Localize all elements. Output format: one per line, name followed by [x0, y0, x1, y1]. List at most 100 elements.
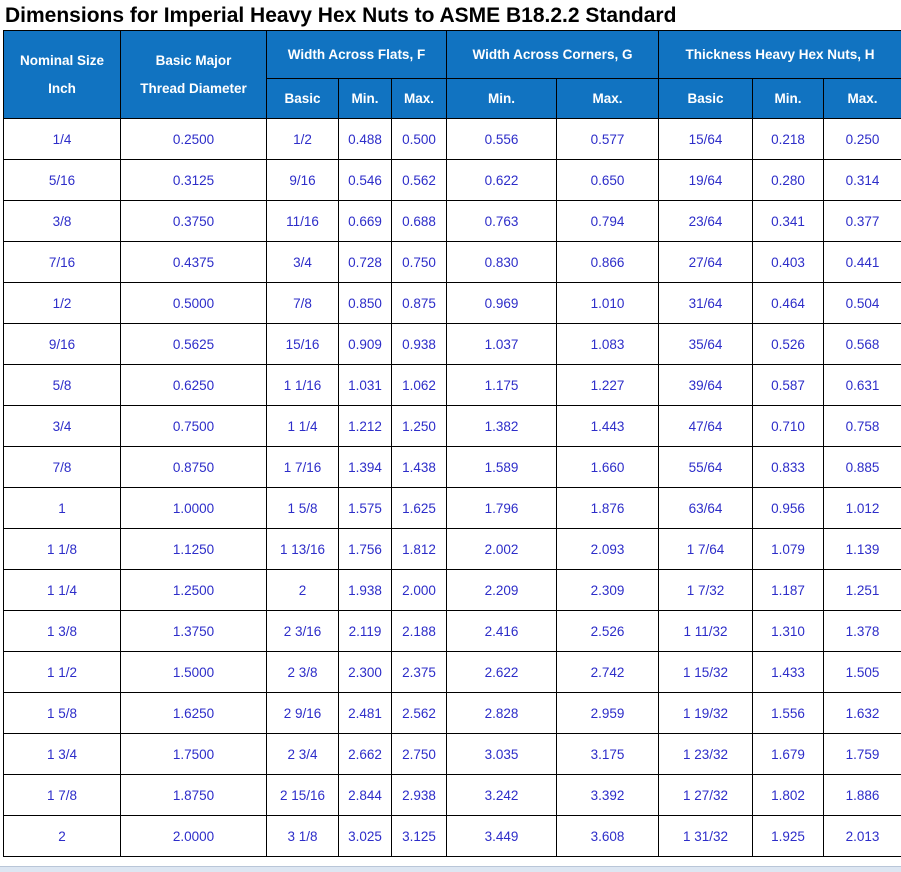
table-cell: 3/8 [3, 200, 121, 242]
table-cell: 2 9/16 [266, 692, 339, 734]
table-cell: 2 15/16 [266, 774, 339, 816]
table-cell: 2.526 [556, 610, 659, 652]
table-cell: 1.3750 [120, 610, 267, 652]
table-cell: 1.012 [822, 487, 901, 529]
table-cell: 1.876 [556, 487, 659, 529]
table-cell: 35/64 [658, 323, 753, 365]
table-cell: 0.218 [752, 118, 824, 160]
table-cell: 3.125 [391, 815, 447, 857]
table-cell: 0.909 [338, 323, 392, 365]
table-row: 1 1/2 1.5000 2 3/8 2.300 2.375 2.622 2.742 1 15… [3, 651, 901, 693]
table-cell: 1.212 [338, 405, 392, 447]
table-cell: 2.000 [391, 569, 447, 611]
table-cell: 1 13/16 [266, 528, 339, 570]
table-cell: 0.280 [752, 159, 824, 201]
table-cell: 0.938 [391, 323, 447, 365]
table-cell: 55/64 [658, 446, 753, 488]
table-cell: 1.175 [446, 364, 557, 406]
table-cell: 1.037 [446, 323, 557, 365]
table-cell: 2.622 [446, 651, 557, 693]
table-cell: 5/16 [3, 159, 121, 201]
table-row: 2 2.0000 3 1/8 3.025 3.125 3.449 3.608 1 31/32 1… [3, 815, 901, 857]
table-cell: 2 [3, 815, 121, 857]
table-cell: 2.188 [391, 610, 447, 652]
table-row: 7/8 0.8750 1 7/16 1.394 1.438 1.589 1.660 55/64… [3, 446, 901, 488]
table-cell: 0.669 [338, 200, 392, 242]
column-group-width-across-corners: Width Across Corners, G [446, 30, 659, 79]
table-row: 3/4 0.7500 1 1/4 1.212 1.250 1.382 1.443 47/64 0… [3, 405, 901, 447]
table-cell: 1.8750 [120, 774, 267, 816]
table-cell: 1 7/16 [266, 446, 339, 488]
table-cell: 3/4 [266, 241, 339, 283]
table-cell: 2.309 [556, 569, 659, 611]
column-header-thickness-min: Min. [752, 78, 824, 119]
table-cell: 1.187 [752, 569, 824, 611]
table-cell: 0.650 [556, 159, 659, 201]
table-cell: 2.750 [391, 733, 447, 775]
table-row: 1 7/8 1.8750 2 15/16 2.844 2.938 3.242 3.392 1 … [3, 774, 901, 816]
table-cell: 1.802 [752, 774, 824, 816]
table-cell: 1.589 [446, 446, 557, 488]
table-cell: 1 7/32 [658, 569, 753, 611]
table-cell: 2.938 [391, 774, 447, 816]
table-cell: 0.3125 [120, 159, 267, 201]
table-cell: 1.079 [752, 528, 824, 570]
table-cell: 1.7500 [120, 733, 267, 775]
column-header-nominal-size-line1: Nominal Size [19, 53, 105, 68]
table-cell: 1 1/4 [266, 405, 339, 447]
table-cell: 1 5/8 [3, 692, 121, 734]
table-cell: 19/64 [658, 159, 753, 201]
table-cell: 1 1/4 [3, 569, 121, 611]
table-cell: 2 3/8 [266, 651, 339, 693]
table-cell: 1.433 [752, 651, 824, 693]
table-cell: 3 1/8 [266, 815, 339, 857]
table-cell: 9/16 [266, 159, 339, 201]
column-header-thread-diameter-line1: Basic Major [155, 53, 232, 68]
table-cell: 0.688 [391, 200, 447, 242]
table-cell: 27/64 [658, 241, 753, 283]
table-cell: 0.441 [822, 241, 901, 283]
table-cell: 1 19/32 [658, 692, 753, 734]
table-cell: 1.556 [752, 692, 824, 734]
horizontal-scrollbar[interactable] [0, 866, 901, 872]
table-row: 1 5/8 1.6250 2 9/16 2.481 2.562 2.828 2.959 1 1… [3, 692, 901, 734]
table-row: 5/8 0.6250 1 1/16 1.031 1.062 1.175 1.227 39/64… [3, 364, 901, 406]
table-cell: 2.002 [446, 528, 557, 570]
table-cell: 0.5000 [120, 282, 267, 324]
column-header-nominal-size-line2: Inch [48, 81, 76, 96]
table-cell: 0.4375 [120, 241, 267, 283]
table-cell: 2.844 [338, 774, 392, 816]
table-row: 1 3/8 1.3750 2 3/16 2.119 2.188 2.416 2.526 1 1… [3, 610, 901, 652]
table-cell: 0.833 [752, 446, 824, 488]
table-cell: 1.925 [752, 815, 824, 857]
column-header-nominal-size: Nominal Size Inch [3, 30, 121, 119]
table-cell: 0.7500 [120, 405, 267, 447]
table-cell: 2.481 [338, 692, 392, 734]
column-header-thread-diameter-line2: Thread Diameter [140, 81, 247, 96]
table-cell: 3.175 [556, 733, 659, 775]
table-cell: 1.2500 [120, 569, 267, 611]
table-cell: 0.500 [391, 118, 447, 160]
table-row: 1/2 0.5000 7/8 0.850 0.875 0.969 1.010 31/64 0.4… [3, 282, 901, 324]
table-row: 5/16 0.3125 9/16 0.546 0.562 0.622 0.650 19/64 0… [3, 159, 901, 201]
page-title: Dimensions for Imperial Heavy Hex Nuts t… [5, 4, 677, 27]
table-cell: 3.035 [446, 733, 557, 775]
table-cell: 1.575 [338, 487, 392, 529]
table-cell: 5/8 [3, 364, 121, 406]
table-cell: 0.568 [822, 323, 901, 365]
table-cell: 2 3/4 [266, 733, 339, 775]
table-cell: 2 [266, 569, 339, 611]
table-row: 1 1/4 1.2500 2 1.938 2.000 2.209 2.309 1 7/32 1.… [3, 569, 901, 611]
table-cell: 1.010 [556, 282, 659, 324]
table-cell: 1 3/8 [3, 610, 121, 652]
column-header-thickness-max: Max. [822, 78, 901, 119]
table-cell: 1.250 [391, 405, 447, 447]
table-cell: 1.625 [391, 487, 447, 529]
table-cell: 0.969 [446, 282, 557, 324]
table-cell: 0.728 [338, 241, 392, 283]
table-cell: 1.660 [556, 446, 659, 488]
table-cell: 1.443 [556, 405, 659, 447]
column-group-thickness: Thickness Heavy Hex Nuts, H [657, 30, 901, 79]
table-cell: 1.382 [446, 405, 557, 447]
table-cell: 0.631 [822, 364, 901, 406]
